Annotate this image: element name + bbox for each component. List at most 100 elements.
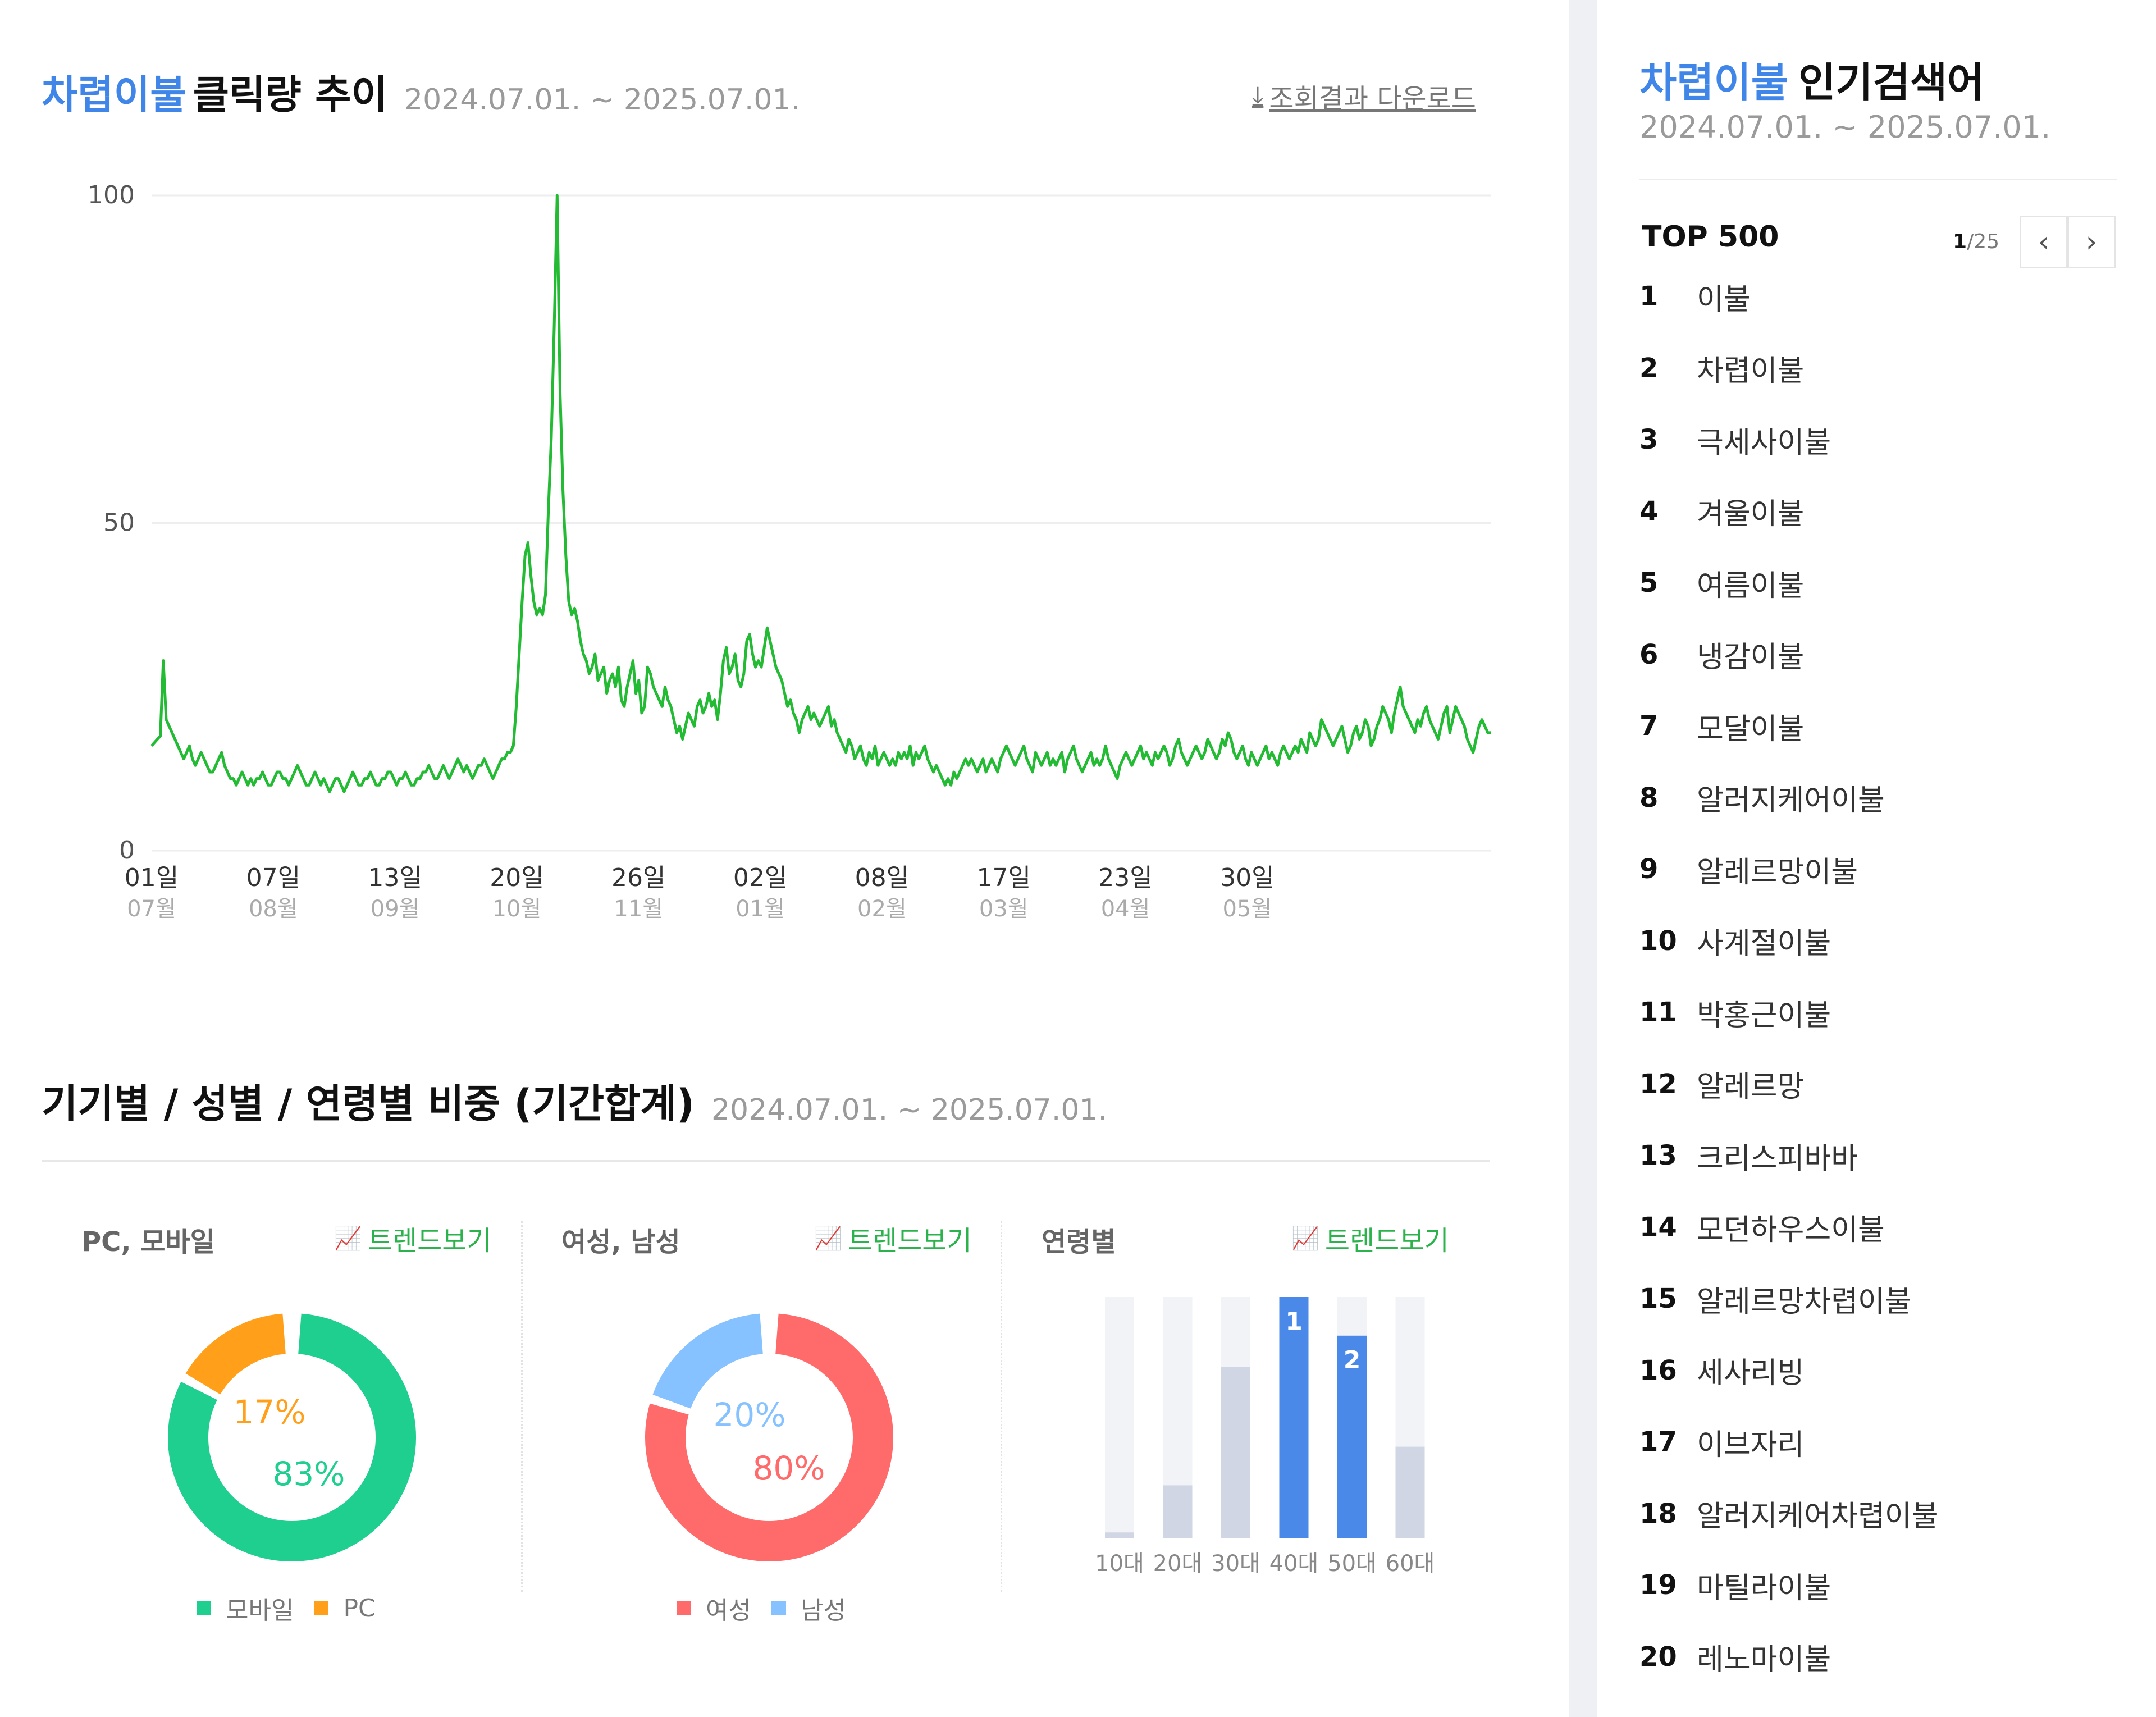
- rank-keyword: 여름이불: [1697, 569, 1805, 603]
- popular-keyword-item[interactable]: 10 사계절이불: [1639, 913, 1831, 969]
- popular-keyword-item[interactable]: 20 레노마이불: [1639, 1629, 1831, 1685]
- popular-keyword-item[interactable]: 16 세사리빙: [1639, 1342, 1804, 1399]
- popular-keyword-item[interactable]: 5 여름이불: [1639, 555, 1804, 611]
- age-category-label: 30대: [1211, 1551, 1260, 1577]
- panel-divider: [1569, 0, 1597, 1717]
- popular-keyword-item[interactable]: 2 차렵이불: [1639, 340, 1804, 396]
- rank-number: 5: [1639, 567, 1659, 599]
- gender-legend: 여성 남성: [677, 1590, 846, 1626]
- mobile-legend-label: 모바일: [226, 1596, 294, 1625]
- popular-title-text: 인기검색어: [1798, 59, 1985, 106]
- age-bar: [1337, 1335, 1367, 1538]
- popular-keyword-item[interactable]: 17 이브자리: [1639, 1414, 1804, 1470]
- donut-slice-모바일: [168, 1313, 416, 1561]
- x-tick-day: 01일: [125, 864, 179, 892]
- trend-line-chart: 0 50 100 01일 07월 07일 08월 13일 09월 20일 10월 26일 11월 02일 0…: [88, 181, 1491, 922]
- rank-number: 3: [1639, 424, 1659, 455]
- rank-keyword: 알레르망이불: [1697, 855, 1858, 889]
- age-category-label: 40대: [1269, 1551, 1319, 1577]
- rank-keyword: 겨울이불: [1697, 497, 1805, 531]
- rank-keyword: 크리스피바바: [1697, 1141, 1858, 1176]
- age-trend-link[interactable]: 📈 트렌드보기: [1291, 1218, 1449, 1258]
- rank-number: 16: [1639, 1354, 1677, 1386]
- age-bar-track: [1105, 1297, 1134, 1538]
- x-tick-month: 04월: [1101, 896, 1150, 922]
- popular-keyword-item[interactable]: 15 알레르망차렵이불: [1639, 1271, 1912, 1327]
- rank-number: 14: [1639, 1211, 1677, 1243]
- rank-keyword: 이브자리: [1697, 1428, 1805, 1462]
- download-label: 조회결과 다운로드: [1269, 83, 1476, 115]
- age-category-label: 50대: [1327, 1551, 1377, 1577]
- trend-section-title: 차렵이불 클릭량 추이 2024.07.01. ~ 2025.07.01.: [42, 58, 800, 120]
- popular-keywords-panel: [1597, 0, 2156, 1717]
- popular-keyword-item[interactable]: 12 알레르망: [1639, 1056, 1804, 1112]
- page-current: 1: [1953, 230, 1967, 253]
- rank-number: 1: [1639, 281, 1659, 312]
- ratio-section-title: 기기별 / 성별 / 연령별 비중 (기간합계) 2024.07.01. ~ 2…: [42, 1072, 1107, 1129]
- x-tick-day: 02일: [733, 864, 787, 892]
- donut-major-label: 83%: [273, 1455, 345, 1493]
- rank-number: 15: [1639, 1283, 1677, 1314]
- rank-keyword: 이불: [1697, 282, 1751, 317]
- donut-major-label: 80%: [753, 1449, 825, 1487]
- chevron-left-icon: ‹: [2038, 225, 2050, 259]
- series-line: [150, 194, 1491, 793]
- popular-keyword-item[interactable]: 1 이불: [1639, 268, 1751, 325]
- popular-keyword-item[interactable]: 4 겨울이불: [1639, 483, 1804, 540]
- popular-keyword-item[interactable]: 13 크리스피바바: [1639, 1127, 1858, 1184]
- popular-keyword-item[interactable]: 3 극세사이불: [1639, 412, 1831, 468]
- prev-page-button[interactable]: ‹: [2020, 216, 2068, 268]
- x-tick-month: 10월: [492, 896, 542, 922]
- x-tick-month: 02월: [857, 896, 907, 922]
- rank-keyword: 레노마이불: [1697, 1643, 1831, 1677]
- ratio-title-text: 기기별 / 성별 / 연령별 비중 (기간합계): [42, 1081, 695, 1127]
- male-legend-label: 남성: [800, 1596, 846, 1625]
- x-tick-day: 08일: [855, 864, 909, 892]
- next-page-button[interactable]: ›: [2067, 216, 2116, 268]
- age-panel-label: 연령별: [1042, 1226, 1116, 1258]
- popular-divider: [1639, 179, 2117, 180]
- x-tick-day: 20일: [490, 864, 543, 892]
- popular-keyword-item[interactable]: 19 마틸라이불: [1639, 1557, 1831, 1613]
- top-label: TOP 500: [1642, 220, 1779, 254]
- x-tick-day: 17일: [976, 864, 1030, 892]
- gender-trend-link-label: 트렌드보기: [847, 1225, 972, 1257]
- gender-panel-label: 여성, 남성: [561, 1226, 680, 1258]
- rank-number: 11: [1639, 997, 1677, 1028]
- y-tick-label: 0: [119, 836, 135, 865]
- popular-date-range: 2024.07.01. ~ 2025.07.01.: [1639, 109, 2051, 145]
- popular-keyword-item[interactable]: 6 냉감이불: [1639, 627, 1804, 683]
- x-tick-day: 26일: [611, 864, 665, 892]
- popular-keyword: 차렵이불: [1639, 59, 1788, 106]
- rank-number: 2: [1639, 352, 1659, 384]
- male-legend-swatch: [771, 1601, 786, 1615]
- trend-keyword: 차렵이불: [42, 72, 186, 118]
- popular-keyword-item[interactable]: 18 알러지케어차렵이불: [1639, 1486, 1939, 1542]
- popular-keyword-item[interactable]: 8 알러지케어이불: [1639, 770, 1885, 826]
- donut-minor-label: 17%: [234, 1393, 306, 1431]
- download-results-link[interactable]: ⤓ 조회결과 다운로드: [1252, 76, 1476, 116]
- mobile-legend-swatch: [197, 1601, 211, 1615]
- popular-keyword-item[interactable]: 7 모달이불: [1639, 698, 1804, 754]
- section-divider: [42, 1160, 1490, 1162]
- y-tick-label: 100: [88, 181, 135, 209]
- device-legend: 모바일 PC: [197, 1590, 376, 1626]
- popular-keyword-item[interactable]: 9 알레르망이불: [1639, 841, 1858, 897]
- gender-trend-link[interactable]: 📈 트렌드보기: [814, 1218, 972, 1258]
- popular-keyword-item[interactable]: 14 모던하우스이불: [1639, 1199, 1885, 1255]
- rank-number: 7: [1639, 710, 1659, 742]
- rank-keyword: 알러지케어이불: [1697, 784, 1885, 818]
- device-trend-link[interactable]: 📈 트렌드보기: [334, 1218, 492, 1258]
- donut-slice-여성: [645, 1313, 893, 1561]
- trend-chart-icon: 📈: [1291, 1225, 1319, 1252]
- age-bar: [1163, 1485, 1193, 1538]
- trend-chart-icon: 📈: [814, 1225, 842, 1252]
- trend-chart-icon: 📈: [334, 1225, 362, 1252]
- download-arrow-icon: ⤓: [1252, 80, 1264, 111]
- donut-slice-남성: [652, 1313, 764, 1409]
- donut-minor-label: 20%: [714, 1396, 786, 1434]
- x-tick-day: 13일: [368, 864, 422, 892]
- popular-keyword-item[interactable]: 11 박홍근이불: [1639, 984, 1831, 1040]
- x-tick-month: 03월: [979, 896, 1029, 922]
- rank-number: 18: [1639, 1497, 1677, 1529]
